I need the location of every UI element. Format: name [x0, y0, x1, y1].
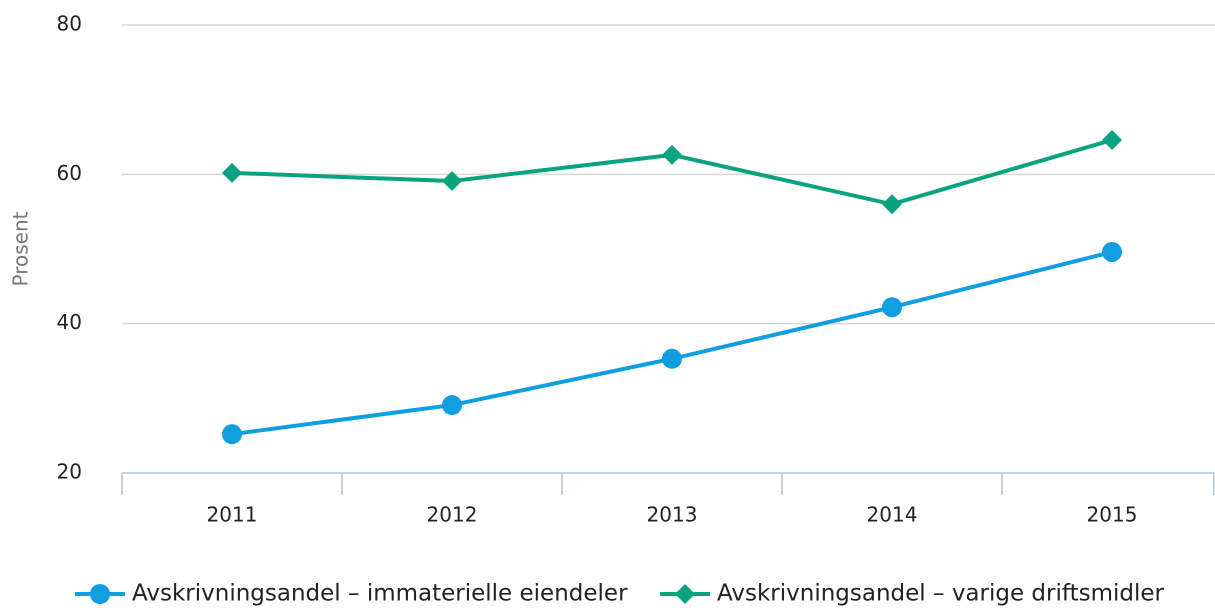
- data-point: [662, 144, 682, 165]
- legend-label: Avskrivningsandel – varige driftsmidler: [717, 581, 1165, 607]
- x-tick-label: 2011: [207, 503, 258, 527]
- x-tick-label: 2012: [427, 503, 478, 527]
- data-point: [882, 297, 902, 318]
- legend-marker: [90, 584, 110, 604]
- data-point: [222, 162, 242, 183]
- x-tick-label: 2014: [867, 503, 918, 527]
- y-tick-label: 40: [57, 310, 82, 334]
- y-tick-label: 80: [57, 12, 82, 36]
- y-axis-label: Prosent: [9, 211, 33, 286]
- data-point: [882, 194, 902, 215]
- y-tick-label: 60: [57, 161, 82, 185]
- data-point: [442, 395, 462, 416]
- series-line: [231, 250, 1113, 437]
- data-point: [442, 171, 462, 192]
- data-point: [1102, 129, 1122, 150]
- data-point: [222, 424, 242, 445]
- data-point: [662, 348, 682, 369]
- x-tick-label: 2015: [1087, 503, 1138, 527]
- x-tick-label: 2013: [647, 503, 698, 527]
- y-tick-label: 20: [57, 460, 82, 484]
- data-point: [1102, 241, 1122, 262]
- legend-marker: [675, 584, 695, 604]
- legend-label: Avskrivningsandel – immaterielle eiendel…: [132, 581, 628, 607]
